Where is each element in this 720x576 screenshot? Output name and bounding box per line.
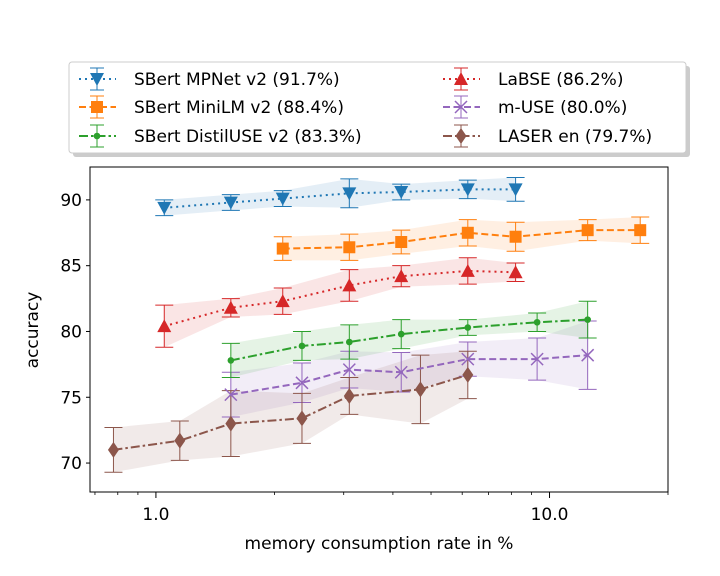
data-point	[634, 224, 647, 237]
data-point	[343, 241, 356, 254]
data-point	[581, 348, 595, 362]
data-point	[276, 242, 289, 255]
error-band	[164, 177, 516, 216]
legend-marker	[454, 100, 468, 114]
data-point	[509, 230, 522, 243]
data-point	[533, 318, 541, 326]
data-point	[584, 316, 591, 323]
data-point	[296, 410, 308, 427]
data-point	[414, 381, 426, 398]
legend-label: m-USE (80.0%)	[498, 98, 627, 118]
legend-label: LASER en (79.7%)	[498, 127, 652, 147]
x-tick-label: 10.0	[531, 505, 569, 525]
legend: SBert MPNet v2 (91.7%) SBert MiniLM v2 (8…	[68, 61, 690, 157]
legend-label: SBert DistilUSE v2 (83.3%)	[134, 127, 362, 147]
data-point	[225, 415, 237, 432]
y-tick-label: 80	[60, 322, 82, 342]
data-point	[157, 319, 172, 333]
data-point	[174, 432, 186, 449]
data-point	[461, 352, 475, 366]
data-point	[460, 263, 475, 277]
data-point	[464, 324, 472, 331]
series-markers	[107, 183, 647, 458]
data-point	[342, 187, 357, 201]
axes: 70 75 80 85 90 1.0 10.0	[60, 191, 669, 525]
legend-marker	[454, 72, 468, 85]
data-point	[508, 265, 523, 279]
legend-marker	[91, 101, 103, 113]
data-point	[461, 226, 474, 239]
y-axis-label: accuracy	[23, 292, 43, 369]
data-point	[298, 342, 306, 350]
data-point	[227, 357, 235, 364]
error-band	[230, 320, 588, 417]
legend-marker	[455, 128, 467, 144]
legend-marker	[90, 73, 104, 86]
data-point	[295, 376, 309, 390]
data-point	[346, 338, 353, 346]
y-tick-label: 75	[60, 388, 82, 408]
data-point	[157, 201, 172, 215]
data-point	[342, 278, 357, 292]
data-point	[530, 352, 544, 366]
data-point	[581, 224, 594, 237]
legend-box	[68, 61, 687, 154]
error-band	[282, 217, 641, 261]
x-tick-label: 1.0	[142, 505, 169, 525]
legend-label: LaBSE (86.2%)	[498, 70, 623, 90]
legend-label: SBert MPNet v2 (91.7%)	[134, 70, 340, 90]
data-point	[462, 366, 474, 383]
data-point	[107, 441, 119, 458]
data-point	[343, 387, 355, 404]
y-tick-label: 90	[60, 191, 82, 211]
data-point	[394, 365, 408, 379]
error-bands	[113, 177, 641, 473]
error-band	[230, 301, 588, 378]
data-point	[395, 236, 408, 248]
data-point	[223, 196, 238, 210]
x-axis-label: memory consumption rate in %	[245, 534, 514, 554]
data-point	[275, 294, 290, 308]
data-point	[397, 330, 405, 338]
error-band	[113, 351, 468, 473]
data-point	[460, 183, 475, 197]
legend-marker	[93, 132, 101, 140]
legend-label: SBert MiniLM v2 (88.4%)	[134, 98, 344, 118]
y-tick-label: 70	[60, 454, 82, 474]
plot-frame	[89, 166, 669, 493]
data-point	[394, 186, 409, 199]
data-point	[342, 363, 356, 377]
data-point	[224, 388, 238, 402]
error-band	[164, 257, 516, 348]
data-point	[508, 183, 523, 197]
data-point	[223, 300, 238, 314]
data-point	[275, 192, 290, 206]
y-tick-label: 85	[60, 257, 82, 277]
data-point	[394, 269, 409, 283]
